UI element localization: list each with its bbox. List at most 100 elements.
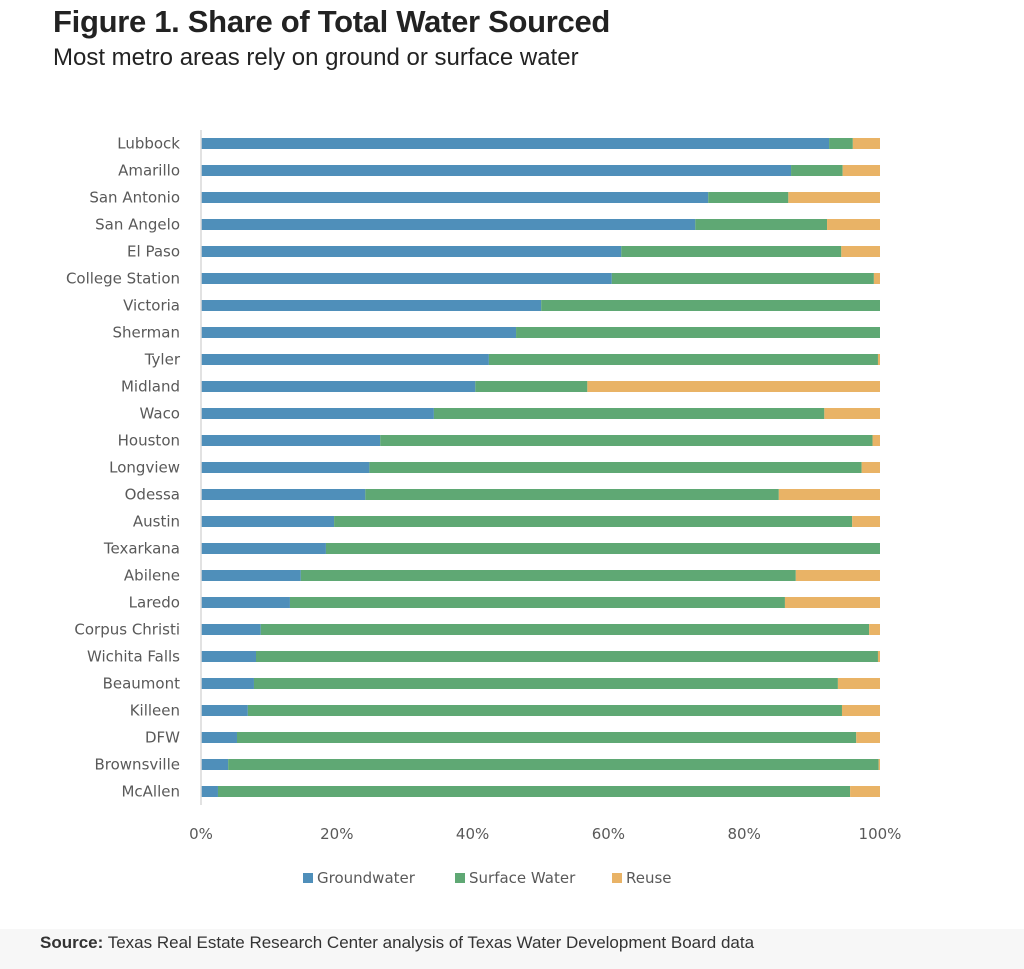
category-label: Sherman [113, 324, 180, 342]
bar-segment-groundwater [201, 678, 254, 689]
bar-segment-groundwater [201, 165, 792, 176]
bar-segment-surface-water [369, 462, 862, 473]
category-label: College Station [66, 270, 180, 288]
category-label: Houston [118, 432, 180, 450]
bar-segment-groundwater [201, 354, 489, 365]
source-note: Source: Texas Real Estate Research Cente… [40, 933, 754, 953]
bar-segment-surface-water [247, 705, 842, 716]
bar-segment-reuse [778, 489, 880, 500]
bar-segment-surface-water [217, 786, 851, 797]
bar-segment-surface-water [236, 732, 857, 743]
legend-swatch [455, 873, 465, 883]
bar-segment-groundwater [201, 381, 476, 392]
category-label: Killeen [130, 702, 180, 720]
bar-segment-reuse [587, 381, 880, 392]
stacked-bar-chart: Lubbock Amarillo San Antonio San Angelo El P… [66, 130, 901, 887]
category-label: Austin [133, 513, 180, 531]
x-tick-label: 20% [320, 825, 353, 843]
bar-segment-surface-water [541, 300, 880, 311]
category-labels: Lubbock Amarillo San Antonio San Angelo El P… [66, 135, 181, 801]
bar-segment-surface-water [300, 570, 796, 581]
bar-segment-groundwater [201, 219, 696, 230]
source-text: Texas Real Estate Research Center analys… [103, 933, 755, 952]
bar-segment-surface-water [365, 489, 779, 500]
category-label: Abilene [124, 567, 180, 585]
category-label: El Paso [127, 243, 180, 261]
category-label: San Angelo [95, 216, 180, 234]
bar-segment-reuse [842, 165, 880, 176]
bars-group [201, 138, 880, 797]
category-label: Tyler [144, 351, 181, 369]
bar-segment-reuse [824, 408, 880, 419]
category-label: Lubbock [117, 135, 180, 153]
bar-segment-groundwater [201, 543, 326, 554]
bar-segment-surface-water [708, 192, 789, 203]
bar-segment-reuse [837, 678, 880, 689]
bar-segment-groundwater [201, 138, 830, 149]
bar-segment-reuse [795, 570, 880, 581]
bar-segment-surface-water [611, 273, 874, 284]
bar-segment-groundwater [201, 651, 256, 662]
bar-segment-groundwater [201, 300, 542, 311]
legend-label: Surface Water [469, 869, 576, 887]
bar-segment-groundwater [201, 246, 622, 257]
bar-segment-groundwater [201, 435, 381, 446]
bar-segment-groundwater [201, 597, 290, 608]
bar-segment-surface-water [289, 597, 785, 608]
bar-segment-reuse [827, 219, 880, 230]
chart-title: Figure 1. Share of Total Water Sourced [53, 4, 611, 39]
bar-segment-reuse [852, 138, 880, 149]
bar-segment-surface-water [260, 624, 870, 635]
bar-segment-groundwater [201, 732, 237, 743]
bar-segment-reuse [877, 354, 880, 365]
x-tick-label: 100% [859, 825, 902, 843]
bar-segment-groundwater [201, 327, 517, 338]
bar-segment-reuse [873, 273, 880, 284]
bar-segment-surface-water [488, 354, 878, 365]
bar-segment-reuse [784, 597, 880, 608]
category-label: Longview [109, 459, 180, 477]
category-label: Beaumont [103, 675, 181, 693]
category-label: Texarkana [103, 540, 180, 558]
category-label: Amarillo [118, 162, 180, 180]
category-label: Corpus Christi [74, 621, 180, 639]
legend-label: Groundwater [317, 869, 416, 887]
bar-segment-reuse [872, 435, 880, 446]
bar-segment-reuse [878, 759, 880, 770]
bar-segment-surface-water [433, 408, 825, 419]
category-label: Laredo [129, 594, 180, 612]
bar-segment-reuse [856, 732, 880, 743]
bar-segment-groundwater [201, 516, 335, 527]
bar-segment-groundwater [201, 489, 366, 500]
category-label: San Antonio [89, 189, 180, 207]
bar-segment-reuse [869, 624, 880, 635]
bar-segment-surface-water [475, 381, 588, 392]
bar-segment-surface-water [829, 138, 853, 149]
bar-segment-reuse [841, 705, 880, 716]
legend-swatch [303, 873, 313, 883]
bar-segment-surface-water [791, 165, 843, 176]
category-label: Odessa [125, 486, 180, 504]
category-label: Waco [140, 405, 181, 423]
bar-segment-surface-water [380, 435, 873, 446]
category-label: McAllen [121, 783, 180, 801]
x-tick-labels: 0% 20% 40% 60% 80% 100% [189, 825, 901, 843]
legend-swatch [612, 873, 622, 883]
bar-segment-surface-water [334, 516, 853, 527]
bar-segment-groundwater [201, 624, 261, 635]
bar-segment-groundwater [201, 462, 370, 473]
bar-segment-surface-water [253, 678, 838, 689]
bar-segment-reuse [788, 192, 880, 203]
bar-segment-reuse [861, 462, 880, 473]
bar-segment-groundwater [201, 786, 218, 797]
footer-bar [0, 929, 1024, 969]
chart-subtitle: Most metro areas rely on ground or surfa… [53, 44, 579, 71]
bar-segment-groundwater [201, 408, 434, 419]
bar-segment-groundwater [201, 570, 301, 581]
bar-segment-surface-water [695, 219, 828, 230]
bar-segment-reuse [850, 786, 880, 797]
x-tick-label: 0% [189, 825, 213, 843]
bar-segment-groundwater [201, 273, 612, 284]
source-label: Source: [40, 933, 104, 952]
bar-segment-groundwater [201, 759, 229, 770]
